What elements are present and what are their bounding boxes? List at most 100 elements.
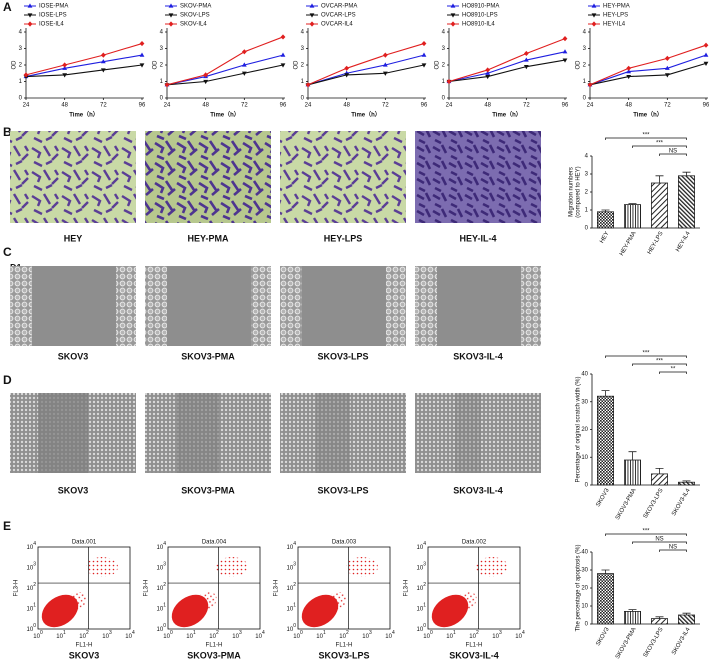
tick-base: 10: [102, 634, 109, 640]
error-bar: [628, 451, 637, 461]
legend-label: SKOV-PMA: [180, 4, 211, 10]
y-axis-label: FL3-H: [14, 580, 20, 597]
tick-exp: 0: [300, 630, 303, 636]
y-tick-label: 2: [583, 63, 587, 69]
y-tick-label: 0: [301, 96, 305, 102]
tick-exp: 4: [392, 630, 395, 636]
data-point: [421, 40, 427, 47]
x-tick-label: 24: [446, 103, 453, 109]
data-point: [703, 42, 709, 48]
x-axis-label: Time（h）: [633, 111, 663, 119]
quadrant: [38, 547, 130, 629]
cell-population: [476, 557, 508, 577]
legend-marker: [168, 3, 174, 8]
y-tick-label: 0: [585, 483, 589, 489]
bar: [678, 481, 696, 486]
cell-population: [451, 592, 477, 614]
image-caption: HEY: [64, 233, 83, 243]
data-point: [164, 82, 170, 88]
image-caption: SKOV3-LPS: [317, 485, 368, 495]
y-tick-label: 103: [27, 562, 37, 571]
series-line: [448, 59, 566, 83]
series-line: [25, 54, 143, 78]
y-axis-label: Percentage of original scratch width (%): [576, 376, 582, 482]
scratch-gap: [316, 393, 350, 473]
micrograph: [415, 393, 541, 473]
error-bar: [682, 612, 691, 615]
data-point: [523, 65, 529, 70]
x-axis-label: Time（h）: [69, 111, 99, 119]
tick-base: 10: [79, 634, 86, 640]
y-tick-label: 0: [19, 96, 23, 102]
data-point: [382, 71, 388, 76]
y-axis-label: FL3-H: [274, 580, 280, 597]
bar: [624, 204, 642, 229]
x-axis-label: FL1-H: [336, 643, 353, 649]
data-point: [703, 61, 709, 66]
series-line: [25, 43, 143, 76]
y-tick-label: 0: [583, 96, 587, 102]
x-tick-label: SKOV3-LPS: [643, 627, 665, 659]
tick-exp: 4: [33, 541, 36, 547]
image-caption: SKOV3-LPS: [317, 351, 368, 361]
y-tick-label: 10: [581, 604, 588, 610]
data-point: [305, 82, 311, 88]
error-bar: [682, 480, 691, 483]
data-point: [241, 71, 247, 76]
legend-label: OVCAR-PMA: [321, 4, 357, 10]
x-tick-label: 100: [423, 630, 433, 639]
significance-label: ***: [642, 529, 650, 535]
y-tick-label: 40: [581, 550, 588, 556]
cell-edge: [145, 266, 167, 346]
x-tick-label: 48: [202, 103, 209, 109]
y-tick-label: 4: [583, 30, 587, 36]
data-point: [139, 63, 145, 68]
y-tick-label: 1: [585, 208, 589, 214]
tick-base: 10: [417, 606, 424, 612]
tick-exp: 2: [423, 582, 426, 588]
flow-title: Data.004: [202, 540, 227, 546]
x-tick-label: SKOV3-IL4: [671, 626, 692, 656]
legend-marker: [168, 21, 174, 27]
x-tick-label: HEY-LPS: [647, 231, 665, 256]
tick-base: 10: [27, 586, 34, 592]
tick-base: 10: [125, 634, 132, 640]
significance-bracket: [632, 541, 687, 544]
tick-base: 10: [293, 634, 300, 640]
flow-caption: SKOV3-IL-4: [449, 650, 499, 660]
y-tick-label: 3: [583, 46, 587, 52]
legend-label: IOSE-IL4: [39, 22, 64, 28]
error-bar: [655, 467, 664, 474]
tick-base: 10: [423, 634, 430, 640]
tick-base: 10: [287, 606, 294, 612]
x-axis-label: FL1-H: [76, 643, 93, 649]
tick-exp: 0: [293, 623, 296, 629]
tick-base: 10: [362, 634, 369, 640]
tick-base: 10: [417, 627, 424, 633]
data-point: [203, 79, 209, 85]
y-tick-label: 2: [442, 63, 446, 69]
scratch-gap: [177, 393, 219, 473]
tick-base: 10: [492, 634, 499, 640]
x-tick-label: 24: [164, 103, 171, 109]
legend-marker: [309, 3, 315, 8]
y-tick-label: 4: [301, 30, 305, 36]
tick-base: 10: [417, 565, 424, 571]
bar: [597, 211, 615, 229]
x-tick-label: 101: [186, 630, 196, 639]
tick-exp: 3: [33, 562, 36, 568]
significance-bracket: [659, 371, 687, 374]
series-line: [589, 54, 707, 86]
error-bar: [628, 203, 637, 205]
significance-bracket: [632, 363, 687, 366]
tick-base: 10: [157, 606, 164, 612]
tick-exp: 0: [33, 623, 36, 629]
tick-base: 10: [27, 627, 34, 633]
cell-population: [321, 592, 347, 614]
series-line: [166, 36, 284, 86]
tick-exp: 1: [193, 630, 196, 636]
tick-base: 10: [316, 634, 323, 640]
panel-label: D: [3, 373, 12, 387]
tick-base: 10: [287, 586, 294, 592]
